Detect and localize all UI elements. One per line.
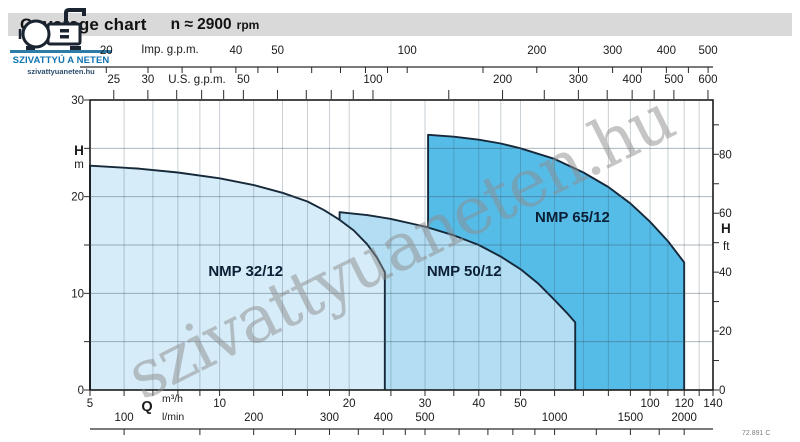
- axis-imp-gpm: 20 40 50 100 200 300 400 500 Imp. g.p.m.: [80, 44, 718, 73]
- region-border-nmp-65-12: [427, 133, 686, 390]
- us-tick-label: 100: [363, 74, 382, 86]
- imp-tick-label: 40: [229, 45, 242, 57]
- lmin-tick-label: 400: [374, 412, 393, 424]
- h-ft-tick-label: 20: [719, 326, 732, 338]
- region-nmp-32-12: [90, 165, 385, 390]
- pump-regions: [89, 133, 686, 390]
- q-tick-label: 50: [514, 398, 527, 410]
- region-label-nmp-32-12: NMP 32/12: [208, 263, 283, 280]
- pump-icon: [18, 8, 86, 50]
- imp-tick-label: 500: [699, 45, 718, 57]
- axis-q-m3h: 5 10 20 30 40 50 100 120 140 Q m³/h l/min: [87, 390, 723, 423]
- speed-value: n ≈ 2900: [170, 15, 232, 33]
- lmin-tick-label: 2000: [671, 412, 697, 424]
- h-m-axis-title: H: [74, 143, 84, 158]
- q-tick-label: 10: [213, 398, 226, 410]
- us-tick-label: 50: [237, 74, 250, 86]
- us-axis-title: U.S. g.p.m.: [168, 74, 226, 86]
- h-m-axis-unit: m: [74, 159, 84, 171]
- imp-tick-label: 400: [657, 45, 676, 57]
- imp-axis-title: Imp. g.p.m.: [141, 44, 199, 56]
- us-tick-label: 25: [107, 74, 120, 86]
- q-axis-unit-m3h: m³/h: [162, 393, 183, 405]
- lmin-tick-label: 100: [114, 412, 133, 424]
- h-ft-tick-label: 40: [719, 267, 732, 279]
- logo-underline: [10, 50, 112, 53]
- region-nmp-50-12: [339, 212, 576, 390]
- us-tick-label: 200: [493, 74, 512, 86]
- axis-h-ft: 0 20 40 60 80 Hft: [713, 124, 732, 397]
- axis-h-m: 0 10 20 30 Hm: [71, 95, 90, 397]
- h-ft-tick-label: 60: [719, 208, 732, 220]
- imp-tick-label: 200: [527, 45, 546, 57]
- us-tick-label: 300: [569, 74, 588, 86]
- title-bar: Coverage chart n ≈ 2900 rpm: [8, 13, 792, 36]
- logo-name: SZIVATTYÚ A NETEN: [12, 55, 110, 66]
- lmin-tick-label: 300: [320, 412, 339, 424]
- q-tick-label: 5: [87, 398, 93, 410]
- lmin-tick-label: 1000: [542, 412, 568, 424]
- h-m-tick-label: 10: [71, 288, 84, 300]
- imp-tick-label: 100: [398, 45, 417, 57]
- q-tick-label: 120: [675, 398, 694, 410]
- h-ft-axis-unit: ft: [723, 241, 730, 253]
- region-label-nmp-50-12: NMP 50/12: [427, 263, 502, 280]
- us-tick-label: 600: [698, 74, 717, 86]
- imp-tick-label: 20: [100, 45, 113, 57]
- doc-code: 72.891 C: [742, 430, 770, 437]
- q-tick-label: 100: [640, 398, 659, 410]
- q-axis-title: Q: [141, 399, 152, 415]
- q-tick-label: 20: [343, 398, 356, 410]
- us-tick-label: 500: [664, 74, 683, 86]
- q-axis-unit-lmin: l/min: [162, 411, 184, 423]
- h-m-tick-label: 30: [71, 95, 84, 107]
- h-ft-tick-label: 80: [719, 149, 732, 161]
- h-ft-tick-label: 0: [719, 385, 725, 397]
- imp-tick-label: 300: [603, 45, 622, 57]
- h-ft-axis-title: H: [721, 221, 731, 236]
- logo-url[interactable]: szivattyuaneten.hu: [27, 67, 95, 76]
- lmin-tick-label: 1500: [618, 412, 644, 424]
- region-label-nmp-65-12: NMP 65/12: [535, 209, 610, 226]
- imp-tick-label: 50: [271, 45, 284, 57]
- q-tick-label: 30: [419, 398, 432, 410]
- region-labels: NMP 32/12 NMP 50/12 NMP 65/12: [208, 209, 609, 280]
- axis-q-lmin: 100 200 300 400 500 1000 1500 2000: [90, 412, 713, 435]
- speed-unit: rpm: [236, 17, 260, 32]
- q-tick-label: 140: [703, 398, 722, 410]
- site-logo[interactable]: SZIVATTYÚ A NETEN szivattyuaneten.hu: [4, 4, 118, 76]
- us-tick-label: 400: [623, 74, 642, 86]
- region-border-nmp-32-12: [89, 164, 386, 390]
- h-m-tick-label: 0: [78, 385, 84, 397]
- lmin-tick-label: 200: [244, 412, 263, 424]
- h-m-tick-label: 20: [71, 192, 84, 204]
- us-tick-label: 30: [141, 74, 154, 86]
- doc-code-group: 72.891 C: [742, 430, 770, 437]
- axis-us-gpm: 25 30 50 100 200 300 400 500 600 U.S. g.p.m.: [107, 74, 718, 99]
- q-tick-label: 40: [472, 398, 485, 410]
- gridlines: [90, 100, 713, 390]
- region-border-nmp-50-12: [338, 211, 577, 390]
- lmin-tick-label: 500: [415, 412, 434, 424]
